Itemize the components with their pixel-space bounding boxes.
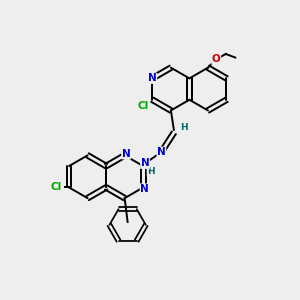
Text: N: N (140, 184, 149, 194)
Text: N: N (148, 74, 157, 83)
Text: H: H (147, 167, 155, 176)
Text: Cl: Cl (50, 182, 61, 193)
Text: N: N (122, 149, 130, 159)
Text: Cl: Cl (138, 101, 149, 111)
Text: N: N (141, 158, 149, 168)
Text: H: H (181, 123, 188, 132)
Text: O: O (212, 54, 221, 64)
Text: N: N (157, 147, 166, 157)
